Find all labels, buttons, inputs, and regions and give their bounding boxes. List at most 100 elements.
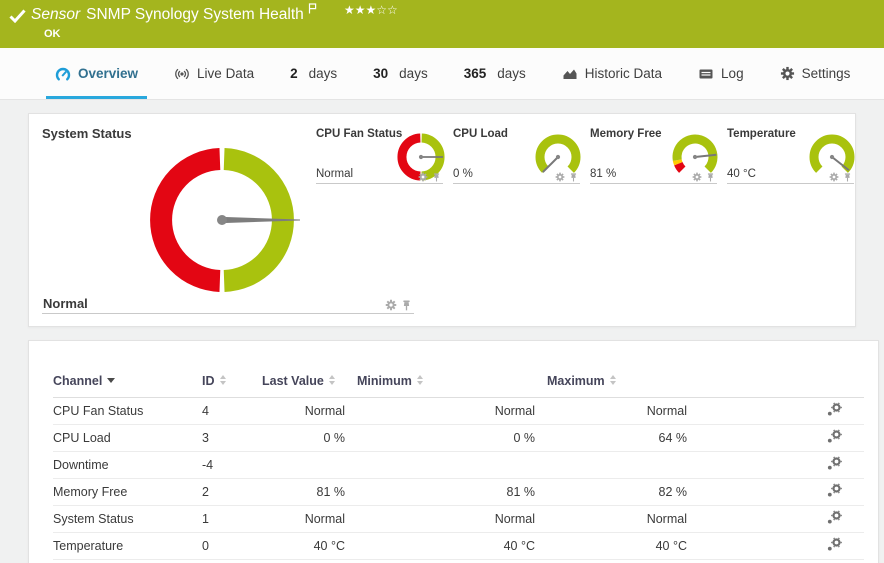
cell-id: 3 [202,424,262,452]
priority-stars[interactable]: ★★★☆☆ [344,3,398,17]
cell-id: 4 [202,397,262,425]
gauge-settings-gear-icon[interactable] [418,172,428,182]
system-status-gauge-title: System Status [42,126,132,141]
mini-gauge-title: CPU Fan Status [316,128,403,140]
mini-gauge-title: Memory Free [590,128,662,140]
channel-settings-icon[interactable] [827,537,842,552]
cell-channel: Temperature [53,532,202,560]
channel-settings-icon[interactable] [827,456,842,471]
cell-id: -4 [202,451,262,479]
memory-free-gauge [672,134,718,173]
cell-minimum [357,451,547,479]
gauge-pin-icon[interactable] [432,173,441,182]
area-chart-icon [562,66,578,82]
tab-label: Historic Data [584,66,663,81]
tab-30-days[interactable]: 30 days [364,48,437,99]
tab-number: 30 [373,66,389,81]
gauge-needle [217,215,300,225]
sort-desc-icon [107,377,116,383]
tab-label: days [497,66,526,81]
cell-id: 0 [202,532,262,560]
cell-maximum: Normal [547,397,699,425]
gauge-needle [829,154,850,172]
column-header-id[interactable]: ID [202,365,262,398]
gauges-panel: System Status Normal CPU Fan Status Norm… [28,113,856,327]
tab-historic-data[interactable]: Historic Data [553,48,671,99]
tab-label: Settings [801,66,851,81]
tab-label: days [308,66,338,81]
page-title: SNMP Synology System Health [86,6,304,23]
cell-last-value: Normal [262,397,357,425]
cell-channel: Memory Free [53,478,202,506]
cell-minimum: 81 % [357,478,547,506]
sort-icon [416,374,423,385]
channel-settings-icon[interactable] [827,402,842,417]
tab-365-days[interactable]: 365 days [455,48,535,99]
mini-gauge-cpu-fan: CPU Fan Status Normal [316,127,445,184]
tab-overview[interactable]: Overview [46,48,148,99]
column-header-maximum[interactable]: Maximum [547,365,699,398]
ok-checkmark-icon [9,9,26,28]
gauge-settings-gear-icon[interactable] [385,299,397,311]
tab-log[interactable]: Log [689,48,753,99]
mini-gauge-value: Normal [316,168,354,180]
gauge-needle [692,153,717,160]
channels-panel: Channel ID Last Value Minimum Maximum CP… [28,340,879,563]
channels-table: Channel ID Last Value Minimum Maximum CP… [53,365,864,560]
system-status-value-row: Normal [42,295,414,314]
live-data-icon [174,66,190,82]
cell-maximum: 40 °C [547,532,699,560]
tab-live-data[interactable]: Live Data [165,48,263,99]
gauge-pin-icon[interactable] [401,300,412,311]
cell-maximum: Normal [547,505,699,533]
cell-channel: System Status [53,505,202,533]
table-row: Memory Free 2 81 % 81 % 82 % [53,478,864,506]
tab-label: Overview [78,66,139,81]
tab-label: days [399,66,428,81]
tab-settings[interactable]: Settings [771,48,860,99]
cell-maximum: 64 % [547,424,699,452]
cell-id: 1 [202,505,262,533]
table-row: CPU Load 3 0 % 0 % 64 % [53,424,864,452]
gauge-settings-gear-icon[interactable] [555,172,565,182]
column-header-channel[interactable]: Channel [53,365,202,398]
cell-last-value [262,451,357,479]
flag-icon[interactable] [308,1,317,19]
channel-settings-icon[interactable] [827,429,842,444]
column-header-minimum[interactable]: Minimum [357,365,547,398]
system-status-gauge [150,148,300,292]
mini-gauge-value: 81 % [590,168,617,180]
cell-minimum: Normal [357,505,547,533]
column-header-settings [699,365,864,398]
sort-icon [328,374,335,385]
cell-last-value: 81 % [262,478,357,506]
gear-icon [780,66,795,81]
cell-channel: CPU Fan Status [53,397,202,425]
gauge-pin-icon[interactable] [569,173,578,182]
cell-last-value: Normal [262,505,357,533]
table-header-row: Channel ID Last Value Minimum Maximum [53,365,864,398]
gauge-pin-icon[interactable] [706,173,715,182]
mini-gauge-value: 0 % [453,168,473,180]
cell-channel: CPU Load [53,424,202,452]
tab-2-days[interactable]: 2 days [281,48,346,99]
cell-channel: Downtime [53,451,202,479]
log-list-icon [698,66,714,82]
tab-label: Log [721,66,744,81]
mini-gauge-temperature: Temperature 40 °C [727,127,855,184]
mini-gauge-value: 40 °C [727,168,756,180]
channel-settings-icon[interactable] [827,510,842,525]
tab-number: 2 [290,66,298,81]
channel-settings-icon[interactable] [827,483,842,498]
mini-gauge-cpu-load: CPU Load 0 % [453,127,581,184]
column-header-last-value[interactable]: Last Value [262,365,357,398]
gauge-settings-gear-icon[interactable] [692,172,702,182]
gauge-settings-gear-icon[interactable] [829,172,839,182]
cell-id: 2 [202,478,262,506]
stars-filled: ★★★ [344,3,377,17]
cell-last-value: 40 °C [262,532,357,560]
gauge-needle [542,154,561,173]
mini-gauge-title: Temperature [727,128,796,140]
tab-label: Live Data [197,66,255,81]
gauge-pin-icon[interactable] [843,173,852,182]
